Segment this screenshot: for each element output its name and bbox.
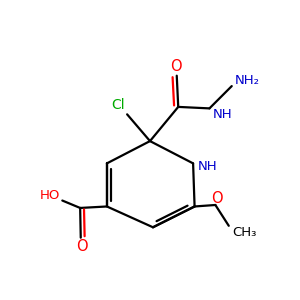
Text: O: O bbox=[170, 59, 182, 74]
Text: O: O bbox=[211, 191, 223, 206]
Text: NH: NH bbox=[198, 160, 217, 173]
Text: HO: HO bbox=[40, 189, 60, 202]
Text: NH: NH bbox=[212, 108, 232, 122]
Text: O: O bbox=[76, 238, 88, 253]
Text: Cl: Cl bbox=[111, 98, 125, 112]
Text: CH₃: CH₃ bbox=[232, 226, 257, 239]
Text: NH₂: NH₂ bbox=[235, 74, 260, 87]
